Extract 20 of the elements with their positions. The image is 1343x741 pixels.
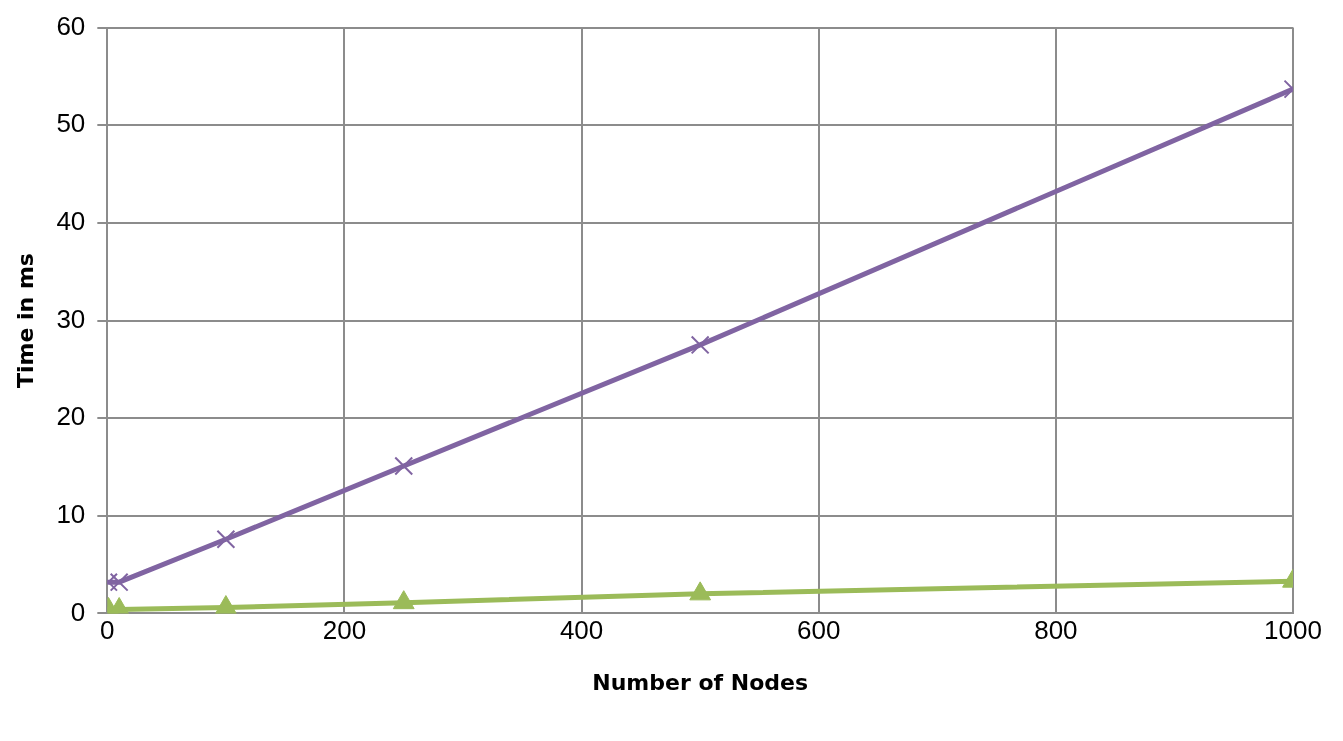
x-tick-label: 800 bbox=[1034, 615, 1078, 646]
x-tick-label: 0 bbox=[100, 615, 115, 646]
y-tick-label: 50 bbox=[56, 108, 86, 139]
y-axis-title: Time in ms bbox=[12, 253, 38, 388]
x-axis-title: Number of Nodes bbox=[592, 669, 809, 695]
x-tick-label: 200 bbox=[322, 615, 367, 646]
x-tick-label: 400 bbox=[559, 615, 604, 646]
point bbox=[689, 581, 712, 601]
y-tick-label: 0 bbox=[70, 596, 86, 627]
point bbox=[690, 335, 710, 355]
x-tick-label: 600 bbox=[797, 615, 841, 646]
y-tick-label: 40 bbox=[56, 206, 86, 237]
point bbox=[394, 456, 414, 476]
point bbox=[215, 595, 237, 614]
point bbox=[392, 590, 415, 610]
y-tick-label: 20 bbox=[56, 401, 86, 432]
x-tick-label: 1000 bbox=[1264, 615, 1322, 646]
y-tick-label: 60 bbox=[56, 10, 86, 41]
y-tick-label: 10 bbox=[56, 498, 86, 529]
y-tick-label: 30 bbox=[56, 303, 86, 334]
